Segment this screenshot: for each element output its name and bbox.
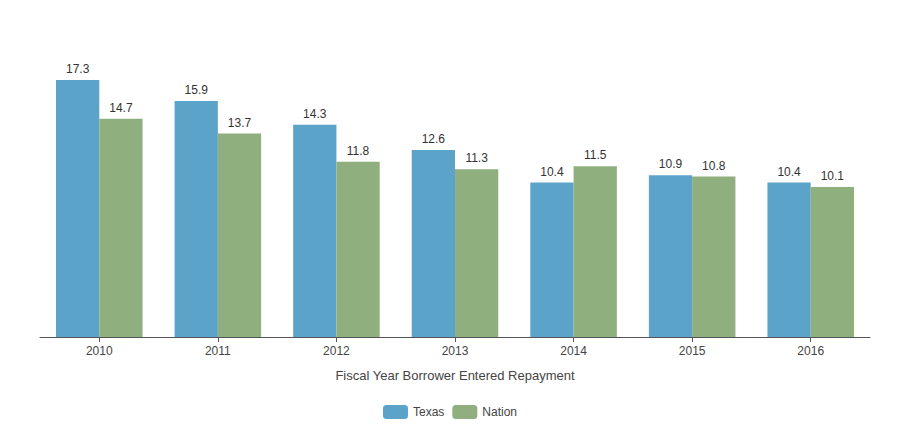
svg-text:10.9: 10.9 [659, 157, 683, 171]
svg-text:2016: 2016 [797, 344, 824, 358]
svg-text:2011: 2011 [205, 344, 231, 358]
svg-text:11.3: 11.3 [465, 151, 488, 165]
svg-text:10.4: 10.4 [777, 165, 801, 179]
svg-text:17.3: 17.3 [66, 62, 90, 76]
svg-text:Texas: Texas [413, 405, 444, 419]
svg-text:11.8: 11.8 [347, 144, 370, 158]
svg-text:10.8: 10.8 [702, 159, 726, 173]
svg-text:2015: 2015 [679, 344, 706, 358]
svg-text:14.7: 14.7 [109, 101, 133, 115]
svg-text:2013: 2013 [442, 344, 469, 358]
svg-text:10.1: 10.1 [821, 169, 845, 183]
svg-text:10.4: 10.4 [540, 165, 564, 179]
svg-text:Nation: Nation [482, 405, 517, 419]
svg-text:12.6: 12.6 [422, 132, 446, 146]
svg-text:14.3: 14.3 [303, 107, 327, 121]
svg-text:2012: 2012 [323, 344, 350, 358]
svg-text:11.5: 11.5 [584, 148, 607, 162]
svg-text:2010: 2010 [86, 344, 113, 358]
svg-text:13.7: 13.7 [228, 116, 252, 130]
svg-text:Fiscal Year Borrower Entered R: Fiscal Year Borrower Entered Repayment [335, 368, 575, 383]
svg-text:15.9: 15.9 [185, 83, 209, 97]
svg-text:2014: 2014 [560, 344, 587, 358]
